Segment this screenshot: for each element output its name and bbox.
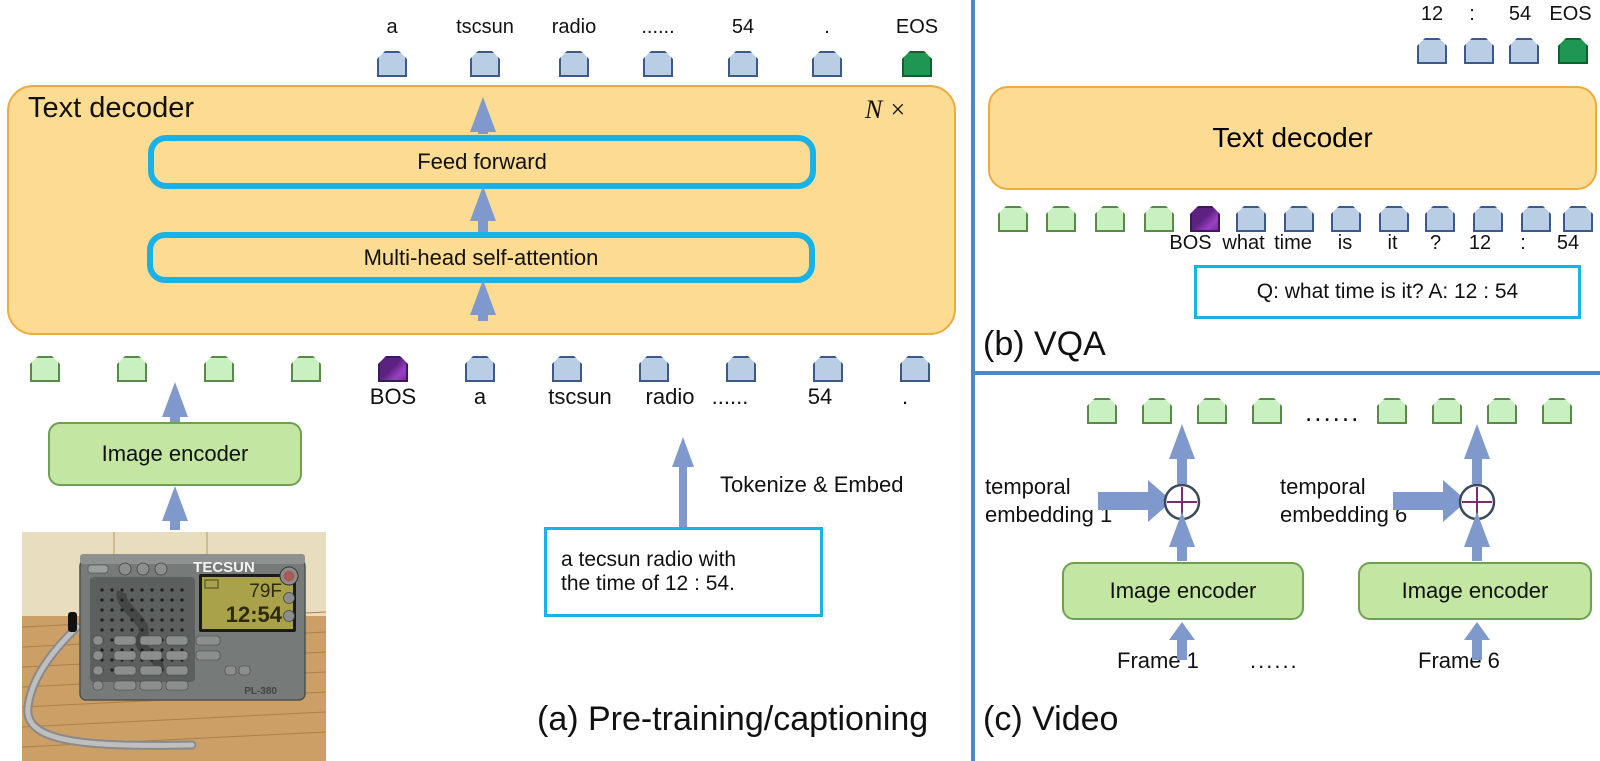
svg-text:TECSUN: TECSUN [193, 559, 255, 576]
svg-text:12:54: 12:54 [226, 602, 283, 627]
svg-text:79F: 79F [249, 581, 282, 602]
svg-text:PL-380: PL-380 [244, 686, 277, 697]
